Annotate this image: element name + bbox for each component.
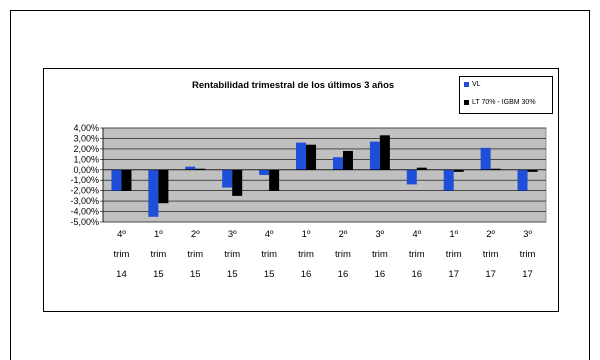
bar-vl bbox=[296, 142, 307, 170]
bar-benchmark bbox=[416, 167, 427, 170]
x-tick-label: 17 bbox=[485, 269, 496, 280]
x-tick-label: 1º bbox=[449, 229, 458, 240]
x-tick-label: trim bbox=[372, 249, 388, 260]
x-tick-label: 16 bbox=[301, 269, 312, 280]
x-tick-label: 17 bbox=[448, 269, 459, 280]
bar-benchmark bbox=[232, 169, 243, 196]
x-tick-label: 4º bbox=[412, 229, 421, 240]
x-tick-label: 1º bbox=[154, 229, 163, 240]
bar-chart: 4,00%3,00%2,00%1,00%0,00%-1,00%-2,00%-3,… bbox=[70, 123, 547, 280]
y-tick-label: 4,00% bbox=[73, 123, 99, 133]
x-tick-label: 15 bbox=[153, 269, 164, 280]
x-tick-label: trim bbox=[446, 249, 462, 260]
bar-vl bbox=[111, 169, 122, 191]
bar-benchmark bbox=[195, 168, 206, 170]
chart-title: Rentabilidad trimestral de los últimos 3… bbox=[192, 80, 395, 91]
x-tick-label: 15 bbox=[264, 269, 275, 280]
x-tick-label: 4º bbox=[265, 229, 274, 240]
y-tick-label: 3,00% bbox=[73, 133, 99, 143]
x-tick-label: 2º bbox=[486, 229, 495, 240]
bar-vl bbox=[480, 147, 491, 170]
y-tick-label: -2,00% bbox=[70, 186, 99, 196]
x-tick-label: 17 bbox=[522, 269, 533, 280]
bar-vl bbox=[148, 169, 159, 217]
x-tick-label: trim bbox=[335, 249, 351, 260]
x-tick-label: trim bbox=[224, 249, 240, 260]
bar-vl bbox=[332, 157, 343, 170]
x-tick-label: 16 bbox=[375, 269, 386, 280]
plot-area bbox=[102, 127, 547, 223]
x-tick-label: 14 bbox=[116, 269, 127, 280]
x-tick-label: trim bbox=[114, 249, 130, 260]
y-tick-label: -5,00% bbox=[70, 217, 99, 227]
bar-vl bbox=[185, 166, 196, 170]
y-tick-label: -1,00% bbox=[70, 175, 99, 185]
chart-legend: VL LT 70% - IGBM 30% bbox=[459, 76, 553, 114]
page-frame bbox=[10, 10, 590, 360]
bar-vl bbox=[259, 169, 270, 175]
x-tick-label: 3º bbox=[375, 229, 384, 240]
bar-vl bbox=[222, 169, 233, 188]
x-tick-label: 3º bbox=[523, 229, 532, 240]
x-tick-label: 16 bbox=[338, 269, 349, 280]
x-tick-label: 4º bbox=[117, 229, 126, 240]
x-tick-label: trim bbox=[150, 249, 166, 260]
x-tick-label: 3º bbox=[228, 229, 237, 240]
legend-item-vl: VL bbox=[464, 81, 481, 88]
bar-benchmark bbox=[453, 169, 464, 172]
bar-vl bbox=[369, 141, 380, 170]
bar-benchmark bbox=[306, 144, 317, 170]
x-tick-label: 15 bbox=[190, 269, 201, 280]
bar-benchmark bbox=[527, 169, 538, 172]
x-tick-label: trim bbox=[187, 249, 203, 260]
x-tick-label: 16 bbox=[412, 269, 423, 280]
legend-swatch-benchmark bbox=[464, 100, 469, 105]
bar-benchmark bbox=[269, 169, 280, 191]
legend-label-benchmark: LT 70% - IGBM 30% bbox=[472, 99, 536, 106]
x-tick-label: 2º bbox=[339, 229, 348, 240]
x-tick-label: 15 bbox=[227, 269, 238, 280]
legend-item-benchmark: LT 70% - IGBM 30% bbox=[464, 99, 536, 106]
bar-benchmark bbox=[379, 135, 390, 170]
bar-vl bbox=[517, 169, 528, 191]
legend-label-vl: VL bbox=[472, 81, 481, 88]
y-tick-label: 1,00% bbox=[73, 154, 99, 164]
legend-swatch-vl bbox=[464, 82, 469, 87]
x-tick-label: 2º bbox=[191, 229, 200, 240]
x-tick-label: trim bbox=[409, 249, 425, 260]
bar-benchmark bbox=[158, 169, 169, 204]
bar-benchmark bbox=[342, 150, 353, 170]
y-tick-label: 2,00% bbox=[73, 144, 99, 154]
x-tick-label: trim bbox=[298, 249, 314, 260]
x-tick-label: trim bbox=[520, 249, 536, 260]
x-tick-label: 1º bbox=[302, 229, 311, 240]
y-tick-label: 0,00% bbox=[73, 165, 99, 175]
bar-vl bbox=[443, 169, 454, 191]
x-tick-label: trim bbox=[261, 249, 277, 260]
y-tick-label: -3,00% bbox=[70, 196, 99, 206]
bar-benchmark bbox=[490, 168, 501, 170]
y-tick-label: -4,00% bbox=[70, 207, 99, 217]
bar-vl bbox=[406, 169, 417, 185]
bar-benchmark bbox=[121, 169, 132, 191]
x-tick-label: trim bbox=[483, 249, 499, 260]
